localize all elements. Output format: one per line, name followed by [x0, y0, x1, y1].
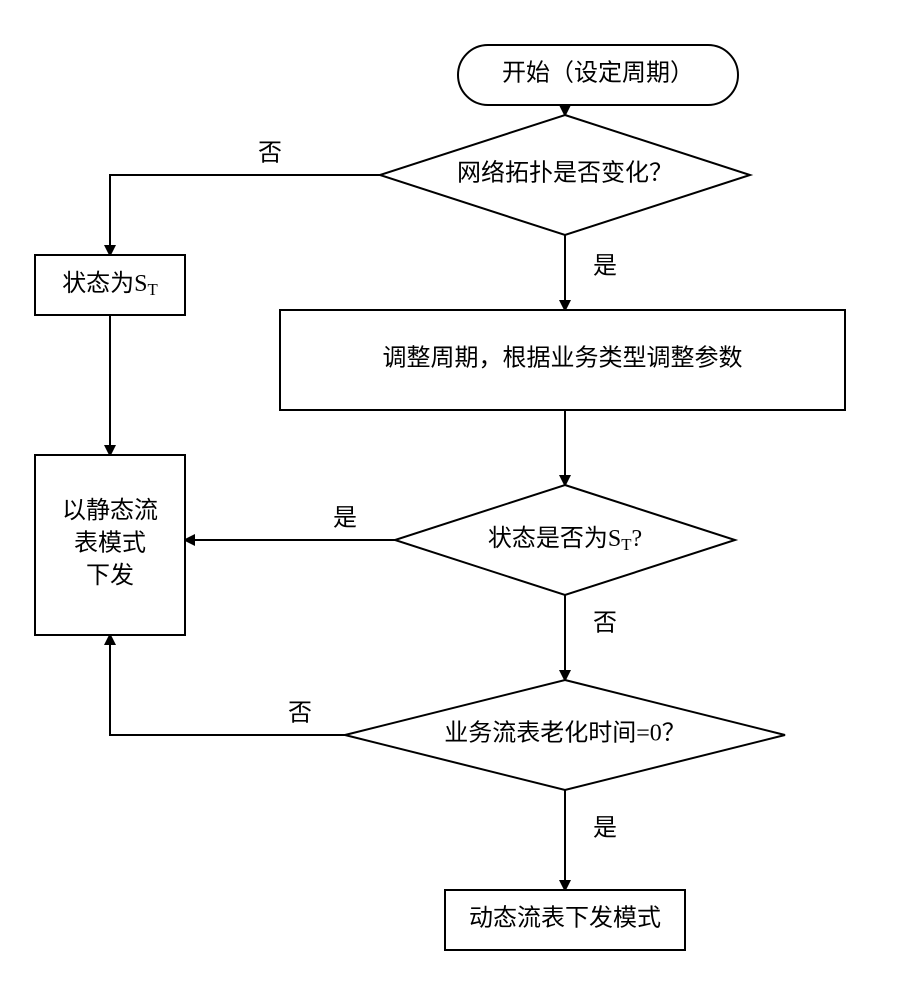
edge-label-1: 否: [258, 141, 282, 167]
node-text-p_dynamic-0: 动态流表下发模式: [469, 905, 661, 932]
edge-label-8: 是: [593, 816, 617, 842]
node-text-p_state: 状态为ST: [62, 270, 158, 299]
edge-label-2: 是: [593, 254, 617, 280]
edge-label-6: 否: [593, 611, 617, 637]
node-start: 开始（设定周期）: [458, 45, 738, 105]
node-text-p_static-1: 表模式: [74, 530, 146, 557]
node-d1: 网络拓扑是否变化？: [380, 115, 750, 235]
node-text-p_adjust-0: 调整周期，根据业务类型调整参数: [383, 345, 743, 372]
node-p_state: 状态为ST: [35, 255, 185, 315]
node-text-d2: 状态是否为ST?: [488, 525, 642, 554]
node-p_static: 以静态流表模式下发: [35, 455, 185, 635]
node-text-d1-0: 网络拓扑是否变化？: [457, 160, 673, 187]
node-d3: 业务流表老化时间=0？: [345, 680, 785, 790]
node-text-start-0: 开始（设定周期）: [502, 60, 694, 87]
edge-label-7: 否: [288, 701, 312, 727]
node-text-p_static-0: 以静态流: [62, 497, 158, 524]
node-text-p_static-2: 下发: [86, 562, 134, 589]
flowchart-canvas: 否是是否否是开始（设定周期）网络拓扑是否变化？状态为ST调整周期，根据业务类型调…: [0, 0, 899, 1000]
node-p_dynamic: 动态流表下发模式: [445, 890, 685, 950]
edge-label-5: 是: [333, 506, 357, 532]
node-text-d3-0: 业务流表老化时间=0？: [444, 720, 686, 747]
node-p_adjust: 调整周期，根据业务类型调整参数: [280, 310, 845, 410]
edge-1: [110, 175, 380, 255]
node-d2: 状态是否为ST?: [395, 485, 735, 595]
